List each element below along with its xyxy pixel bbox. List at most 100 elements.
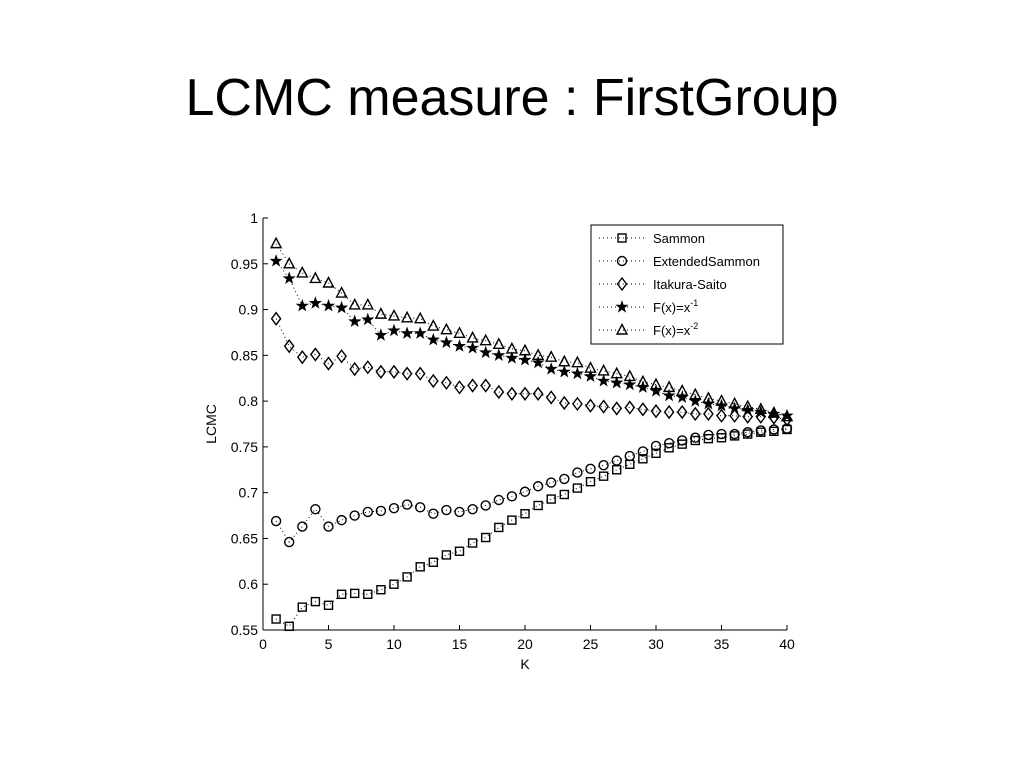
data-point	[767, 406, 781, 418]
data-point	[558, 354, 571, 367]
data-point	[676, 384, 689, 396]
data-point	[676, 404, 688, 420]
data-point	[348, 297, 361, 310]
data-point	[402, 572, 412, 582]
data-point	[297, 521, 308, 532]
data-point	[531, 348, 545, 361]
data-point	[350, 588, 360, 599]
data-point	[440, 322, 453, 335]
data-point	[335, 300, 349, 314]
y-tick-label: 0.9	[239, 302, 259, 318]
data-point	[492, 348, 506, 361]
data-point	[441, 504, 452, 516]
legend-circle-marker	[616, 255, 628, 267]
data-point	[505, 351, 519, 364]
data-point	[625, 459, 635, 469]
data-point	[662, 388, 676, 402]
data-point	[348, 314, 362, 328]
data-point	[427, 373, 439, 389]
data-point	[481, 532, 491, 543]
data-point	[559, 489, 569, 500]
data-point	[322, 276, 335, 288]
y-tick-label: 0.8	[239, 393, 259, 409]
data-point	[597, 363, 610, 376]
legend-label: Sammon	[653, 231, 705, 246]
data-point	[533, 500, 543, 511]
data-point	[544, 362, 558, 375]
y-tick-label: 0.55	[231, 622, 258, 638]
data-point	[270, 311, 282, 326]
data-point	[479, 345, 493, 359]
data-point	[519, 386, 531, 401]
data-point	[518, 352, 532, 366]
legend-label: F(x)=x-1	[653, 298, 698, 315]
data-point	[518, 343, 532, 356]
data-point	[624, 450, 635, 462]
data-point	[583, 369, 598, 382]
data-point	[428, 508, 439, 519]
data-point	[323, 356, 334, 371]
data-point	[715, 394, 728, 406]
data-point	[545, 390, 557, 405]
data-point	[401, 499, 413, 510]
data-point	[638, 454, 648, 464]
data-point	[494, 522, 504, 533]
data-point	[754, 402, 767, 415]
y-tick-label: 0.6	[239, 576, 259, 592]
data-point	[388, 503, 400, 514]
series-diamond	[270, 311, 793, 427]
data-point	[623, 377, 637, 391]
data-point	[781, 423, 793, 434]
data-point	[375, 505, 387, 517]
data-point	[598, 460, 609, 471]
data-point	[284, 536, 295, 548]
data-point	[269, 254, 283, 267]
data-point	[610, 375, 624, 389]
data-point	[414, 366, 426, 381]
data-point	[780, 409, 794, 422]
data-point	[572, 467, 583, 478]
data-point	[454, 546, 465, 556]
data-point	[662, 380, 676, 393]
series-circle	[270, 423, 793, 548]
data-point	[664, 443, 674, 453]
data-point	[650, 440, 662, 452]
data-point	[335, 286, 348, 298]
data-point	[310, 503, 321, 515]
data-point	[283, 339, 295, 354]
data-point	[349, 361, 361, 377]
data-point	[520, 509, 530, 519]
legend-label: F(x)=x-2	[653, 321, 698, 338]
data-point	[271, 614, 281, 624]
data-point	[480, 378, 492, 393]
series-line	[275, 243, 788, 418]
legend-triangle-marker	[615, 322, 629, 335]
data-point	[663, 438, 675, 449]
data-point	[415, 562, 425, 572]
data-point	[296, 265, 309, 278]
data-point	[702, 391, 715, 404]
series-star	[269, 254, 794, 422]
data-point	[282, 271, 296, 285]
y-tick-label: 0.95	[231, 256, 258, 272]
data-point	[415, 502, 426, 513]
data-point	[651, 448, 661, 458]
data-point	[269, 236, 283, 249]
data-point	[585, 463, 596, 475]
data-point	[571, 355, 584, 368]
data-point	[755, 425, 766, 436]
data-point	[558, 395, 570, 411]
data-point	[506, 491, 518, 502]
data-point	[374, 328, 388, 341]
data-point	[374, 307, 388, 319]
data-point	[610, 366, 623, 379]
data-point	[531, 355, 545, 369]
data-point	[310, 347, 321, 362]
x-tick-label: 20	[517, 636, 533, 652]
data-point	[362, 360, 374, 375]
data-point	[493, 494, 504, 506]
data-point	[611, 455, 622, 466]
data-point	[716, 408, 727, 423]
data-point	[546, 477, 557, 488]
data-point	[426, 332, 440, 346]
